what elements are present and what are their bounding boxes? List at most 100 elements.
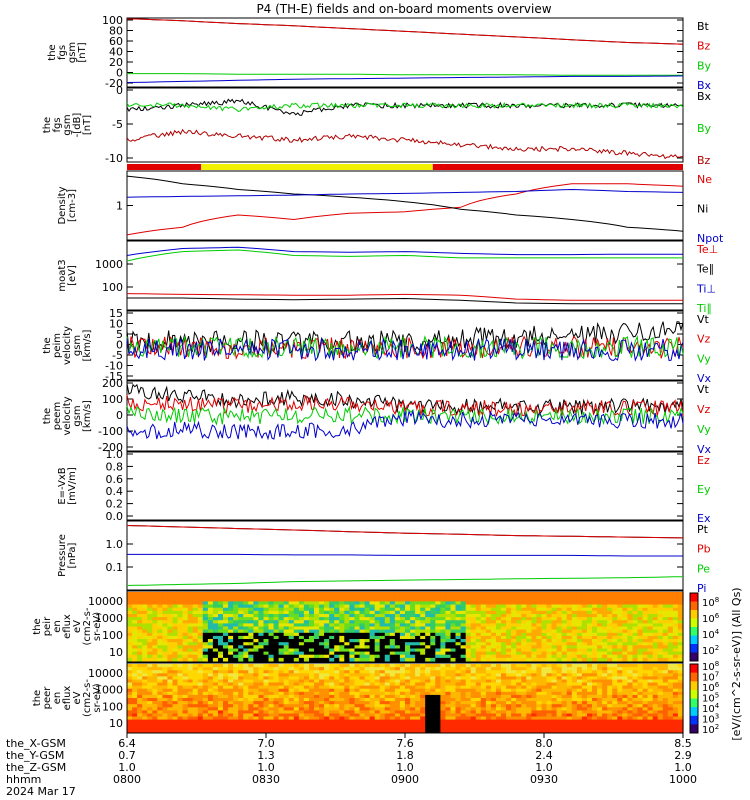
heatmap-cell bbox=[152, 607, 158, 612]
heatmap-cell bbox=[480, 688, 487, 693]
heatmap-cell bbox=[238, 667, 244, 671]
heatmap-cell bbox=[647, 607, 654, 612]
heatmap-cell bbox=[349, 679, 356, 684]
heatmap-cell bbox=[647, 691, 654, 696]
heatmap-cell bbox=[172, 673, 179, 677]
heatmap-cell bbox=[177, 664, 184, 668]
heatmap-cell bbox=[420, 664, 426, 668]
heatmap-cell bbox=[592, 604, 598, 609]
heatmap-cell bbox=[490, 676, 497, 681]
heatmap-cell bbox=[642, 670, 649, 674]
heatmap-cell bbox=[394, 673, 401, 677]
heatmap-cell bbox=[647, 716, 654, 721]
heatmap-cell bbox=[637, 626, 644, 631]
heatmap-cell bbox=[657, 682, 664, 687]
heatmap-cell bbox=[440, 657, 447, 662]
heatmap-cell bbox=[212, 632, 219, 637]
legend-Npot: Npot bbox=[697, 232, 724, 245]
heatmap-cell bbox=[218, 694, 224, 699]
heatmap-cell bbox=[607, 598, 613, 602]
heatmap-cell bbox=[475, 639, 482, 643]
heatmap-cell bbox=[531, 719, 538, 724]
heatmap-cell bbox=[425, 670, 431, 674]
heatmap-cell bbox=[597, 626, 603, 631]
heatmap-cell bbox=[571, 645, 578, 649]
heatmap-cell bbox=[137, 673, 143, 677]
heatmap-cell bbox=[592, 595, 598, 599]
heatmap-cell bbox=[420, 713, 426, 718]
heatmap-cell bbox=[172, 601, 179, 606]
heatmap-cell bbox=[177, 667, 184, 671]
heatmap-cell bbox=[162, 722, 169, 727]
heatmap-cell bbox=[192, 648, 199, 653]
heatmap-cell bbox=[592, 670, 598, 674]
heatmap-cell bbox=[581, 725, 588, 730]
heatmap-cell bbox=[157, 639, 163, 643]
heatmap-cell bbox=[364, 598, 371, 602]
heatmap-cell bbox=[405, 691, 411, 696]
heatmap-cell bbox=[592, 713, 598, 718]
heatmap-cell bbox=[182, 691, 189, 696]
heatmap-cell bbox=[298, 623, 305, 628]
heatmap-cell bbox=[243, 694, 249, 699]
heatmap-cell bbox=[369, 722, 376, 727]
heatmap-cell bbox=[637, 725, 644, 730]
heatmap-cell bbox=[187, 601, 194, 606]
heatmap-cell bbox=[248, 635, 254, 640]
heatmap-cell bbox=[319, 707, 325, 711]
heatmap-cell bbox=[592, 673, 598, 677]
heatmap-cell bbox=[607, 645, 613, 649]
heatmap-cell bbox=[369, 713, 376, 718]
heatmap-cell bbox=[652, 598, 659, 602]
heatmap-cell bbox=[273, 716, 280, 721]
y-tick-label: 0 bbox=[116, 409, 123, 422]
heatmap-cell bbox=[637, 598, 644, 602]
heatmap-cell bbox=[566, 626, 573, 631]
heatmap-cell bbox=[460, 632, 467, 637]
heatmap-cell bbox=[622, 710, 628, 715]
heatmap-cell bbox=[218, 713, 224, 718]
heatmap-cell bbox=[647, 728, 654, 733]
heatmap-cell bbox=[142, 719, 148, 724]
heatmap-cell bbox=[617, 614, 623, 618]
heatmap-cell bbox=[506, 654, 512, 659]
heatmap-cell bbox=[314, 642, 320, 646]
heatmap-cell bbox=[490, 691, 497, 696]
heatmap-cell bbox=[374, 716, 381, 721]
heatmap-cell bbox=[349, 626, 356, 631]
heatmap-cell bbox=[450, 620, 457, 624]
heatmap-cell bbox=[546, 728, 553, 733]
heatmap-cell bbox=[364, 722, 371, 727]
heatmap-cell bbox=[526, 629, 532, 634]
heatmap-cell bbox=[142, 713, 148, 718]
heatmap-cell bbox=[182, 719, 189, 724]
heatmap-cell bbox=[632, 691, 639, 696]
heatmap-cell bbox=[127, 610, 133, 615]
heatmap-cell bbox=[374, 698, 381, 702]
heatmap-cell bbox=[541, 592, 548, 596]
heatmap-cell bbox=[612, 685, 618, 690]
heatmap-cell bbox=[556, 722, 563, 727]
heatmap-cell bbox=[415, 664, 421, 668]
heatmap-cell bbox=[359, 704, 366, 708]
heatmap-cell bbox=[602, 722, 608, 727]
heatmap-cell bbox=[460, 725, 467, 730]
heatmap-cell bbox=[253, 725, 260, 730]
heatmap-cell bbox=[657, 673, 664, 677]
heatmap-cell bbox=[273, 728, 280, 733]
heatmap-cell bbox=[303, 719, 310, 724]
heatmap-cell bbox=[581, 688, 588, 693]
heatmap-cell bbox=[480, 719, 487, 724]
heatmap-cell bbox=[248, 651, 254, 656]
heatmap-cell bbox=[187, 694, 194, 699]
heatmap-cell bbox=[607, 632, 613, 637]
heatmap-cell bbox=[389, 667, 396, 671]
heatmap-cell bbox=[627, 648, 634, 653]
heatmap-cell bbox=[475, 679, 482, 684]
heatmap-cell bbox=[642, 635, 649, 640]
heatmap-cell bbox=[662, 651, 669, 656]
heatmap-cell bbox=[218, 598, 224, 602]
heatmap-cell bbox=[243, 719, 249, 724]
heatmap-cell bbox=[480, 617, 487, 621]
heatmap-cell bbox=[642, 657, 649, 662]
